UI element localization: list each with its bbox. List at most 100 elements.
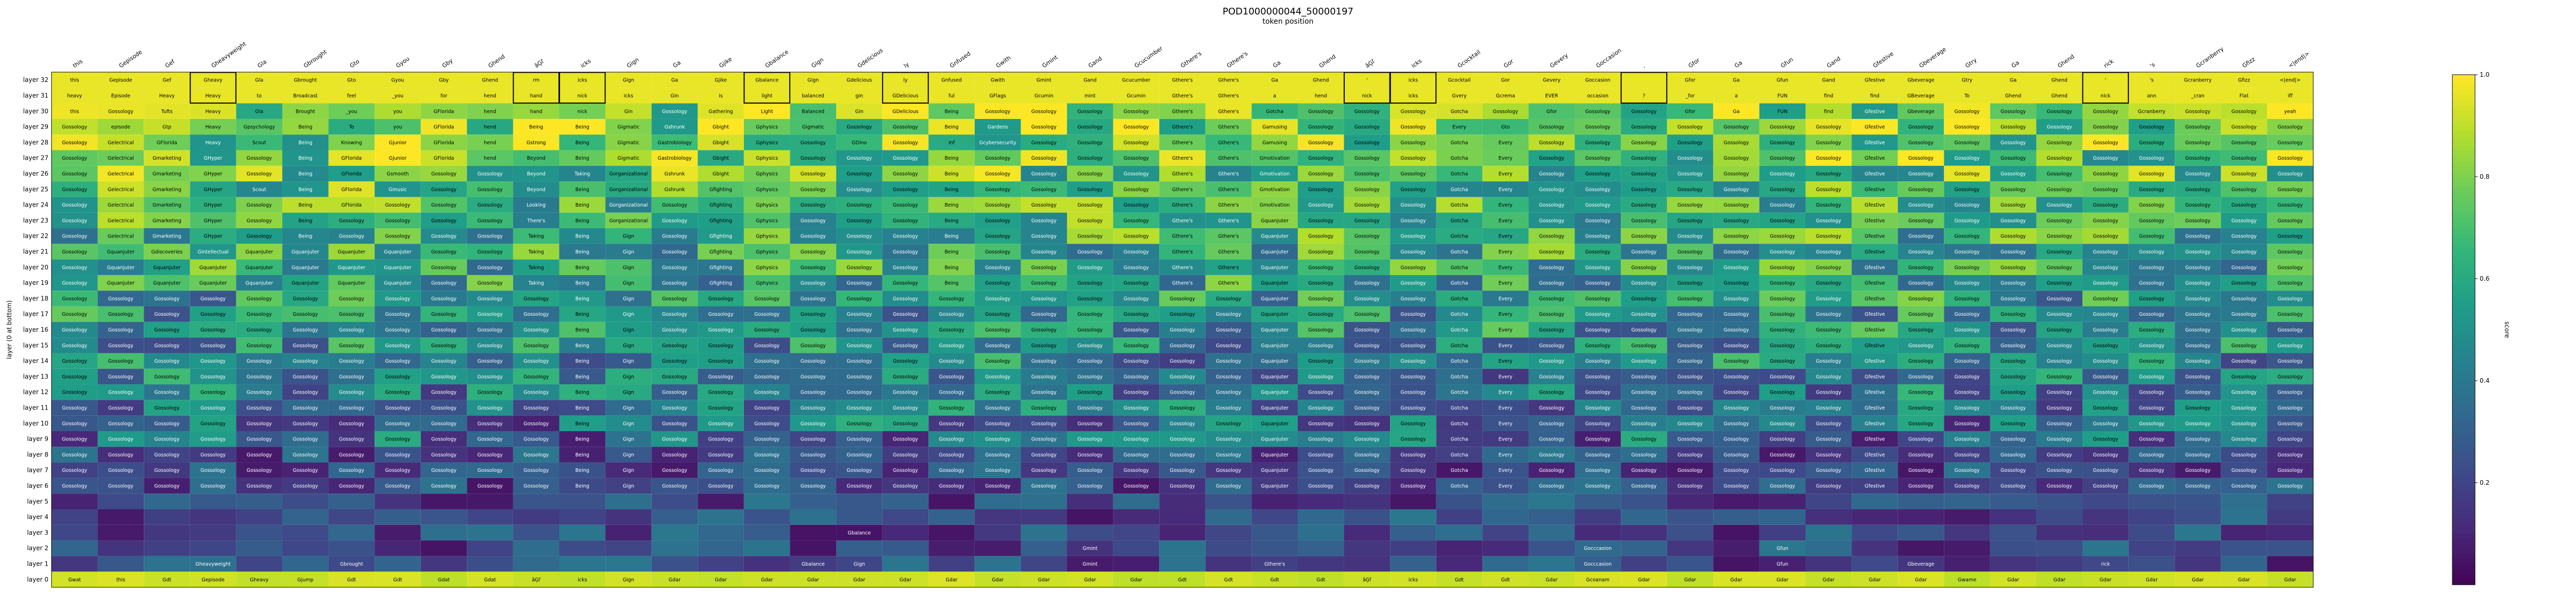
heatmap-cell [928, 321, 975, 338]
cell-label: Gotcha [1451, 281, 1468, 286]
heatmap-cell [1805, 431, 1852, 447]
cell-label: Gossology [1770, 421, 1795, 427]
cell-label: Gossology [708, 343, 734, 349]
heatmap-cell [1113, 368, 1160, 385]
heatmap-cell [1344, 103, 1391, 119]
colorbar-segment [2452, 508, 2475, 514]
heatmap-cell [144, 228, 190, 244]
heatmap-cell [1251, 103, 1298, 119]
heatmap-cell [282, 228, 329, 244]
cell-label: inf [948, 140, 955, 146]
heatmap-cell [559, 118, 606, 135]
heatmap-cell [282, 337, 329, 353]
heatmap-cell [1713, 509, 1759, 525]
colorbar-segment [2452, 288, 2475, 295]
heatmap-cell [2082, 478, 2129, 494]
heatmap-cell [420, 306, 467, 322]
cell-label: Being [575, 281, 589, 286]
heatmap-cell [743, 259, 790, 275]
heatmap-cell [1944, 368, 1990, 385]
heatmap-cell [2128, 134, 2175, 150]
heatmap-cell [1251, 212, 1298, 229]
heatmap-cell [698, 494, 744, 509]
cell-label: Gphysics [756, 281, 778, 286]
cell-label: Gossology [2139, 281, 2164, 286]
cell-label: Gossology [1539, 390, 1564, 396]
cell-label: Gossology [893, 171, 918, 177]
y-tick-label: layer 26 [23, 170, 48, 177]
heatmap-cell [1482, 571, 1529, 587]
cell-label: Gossology [2139, 171, 2164, 177]
heatmap-cell [1344, 181, 1391, 197]
heatmap-cell [2175, 447, 2221, 463]
cell-label: Beyond [527, 187, 546, 193]
heatmap-cell [1436, 275, 1483, 291]
cell-label: Gyou [392, 78, 404, 83]
cell-label: Gossology [2185, 359, 2211, 364]
heatmap-cell [1990, 72, 2037, 88]
heatmap-cell [1897, 321, 1944, 338]
heatmap-cell [1944, 150, 1990, 166]
heatmap-cell [513, 72, 560, 88]
cell-label: Gossology [478, 374, 503, 380]
colorbar-segment [2452, 467, 2475, 473]
heatmap-cell [1113, 556, 1160, 572]
heatmap-cell [2175, 494, 2221, 509]
heatmap-cell [1113, 88, 1160, 104]
heatmap-cell [1759, 571, 1806, 587]
heatmap-cell [1944, 447, 1990, 463]
cell-label: Gossology [523, 374, 549, 380]
cell-label: Gossology [385, 359, 410, 364]
heatmap-cell [1667, 400, 1714, 416]
cell-label: GHyper [204, 156, 223, 161]
cell-label: Gmotivation [1260, 171, 1290, 177]
heatmap-cell [1021, 368, 1067, 385]
heatmap-cell [2082, 228, 2129, 244]
heatmap-cell [1621, 291, 1667, 307]
x-tick-label: Gto [349, 58, 361, 69]
cell-label: Gossology [1631, 328, 1656, 333]
heatmap-cell [1990, 181, 2037, 197]
cell-label: Gbeverage [1907, 109, 1934, 114]
heatmap-cell [513, 118, 560, 135]
heatmap-cell [2267, 134, 2313, 150]
heatmap-cell [2267, 353, 2313, 369]
colorbar-segment [2452, 345, 2475, 351]
heatmap-cell [375, 150, 421, 166]
cell-label: Gossology [893, 452, 918, 458]
heatmap-cell [1067, 415, 1113, 431]
cell-label: Gfestive [1865, 265, 1885, 270]
heatmap-cell [1990, 150, 2037, 166]
heatmap-cell [882, 259, 929, 275]
heatmap-cell [2036, 150, 2083, 166]
heatmap-cell [1205, 306, 1252, 322]
cell-label: Gossology [1031, 249, 1057, 255]
heatmap-cell [1759, 509, 1806, 525]
cell-label: Gossology [2185, 421, 2211, 427]
heatmap-cell [1944, 384, 1990, 400]
heatmap-cell [651, 431, 698, 447]
cell-label: Gossology [939, 328, 964, 333]
x-tick-label: <|end|> [2287, 50, 2311, 69]
colorbar-segment [2452, 447, 2475, 453]
heatmap-cell [836, 337, 883, 353]
cell-label: Gossology [2185, 312, 2211, 317]
cell-label: Gossology [662, 484, 687, 489]
heatmap-cell [1759, 462, 1806, 478]
cell-label: Gossology [893, 437, 918, 443]
heatmap-cell [1113, 291, 1160, 307]
heatmap-cell [1759, 88, 1806, 104]
cell-label: Gmusic [388, 187, 406, 193]
heatmap-cell [1205, 400, 1252, 416]
heatmap-cell [1297, 337, 1344, 353]
heatmap-cell [790, 540, 837, 556]
heatmap-cell [559, 447, 606, 463]
heatmap-cell [790, 337, 837, 353]
colorbar-segment [2452, 487, 2475, 494]
heatmap-cell [928, 337, 975, 353]
cell-label: Gossology [1354, 140, 1380, 146]
colorbar-segment [2452, 177, 2475, 182]
y-tick-label: layer 5 [27, 498, 48, 505]
cell-label: Gmarketing [152, 218, 181, 224]
cell-label: Being [945, 281, 959, 286]
